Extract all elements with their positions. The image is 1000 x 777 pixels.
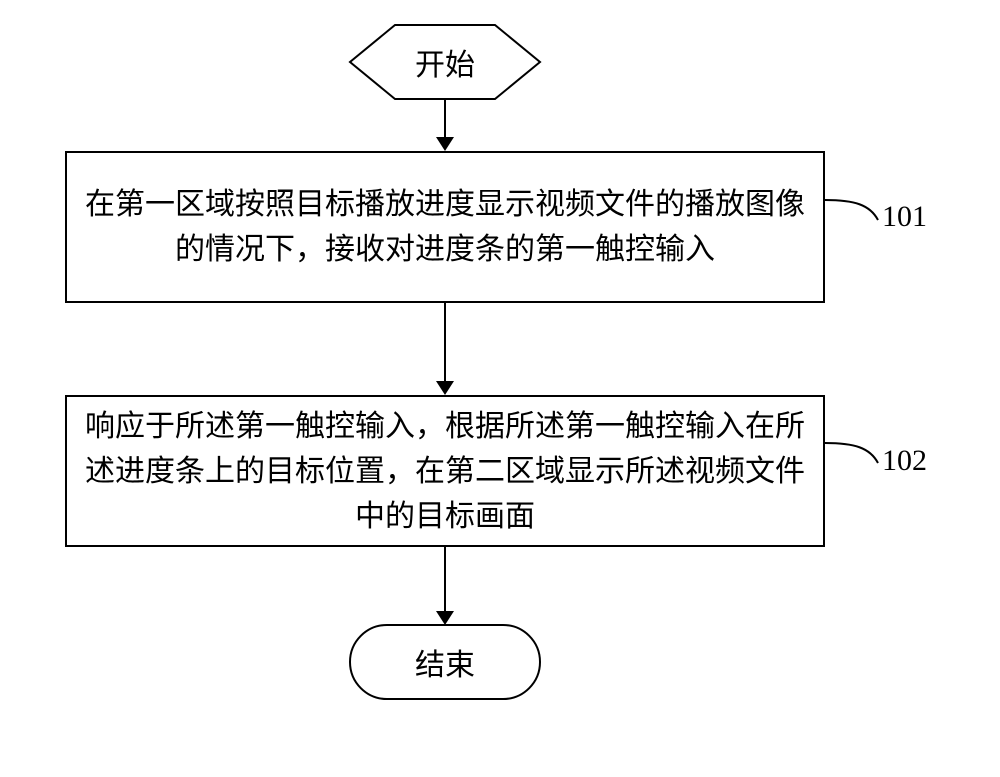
end-label-wrap: 结束 xyxy=(350,625,540,699)
start-label: 开始 xyxy=(415,40,475,84)
flowchart-canvas: 开始 在第一区域按照目标播放进度显示视频文件的播放图像的情况下，接收对进度条的第… xyxy=(0,0,1000,777)
step1-text: 在第一区域按照目标播放进度显示视频文件的播放图像的情况下，接收对进度条的第一触控… xyxy=(67,172,823,282)
step2-box: 响应于所述第一触控输入，根据所述第一触控输入在所述进度条上的目标位置，在第二区域… xyxy=(65,395,825,547)
callout-curve-2 xyxy=(825,443,878,463)
step1-box: 在第一区域按照目标播放进度显示视频文件的播放图像的情况下，接收对进度条的第一触控… xyxy=(65,151,825,303)
arrowhead-3 xyxy=(436,611,454,625)
callout-label-102: 102 xyxy=(882,444,927,478)
step2-text: 响应于所述第一触控输入，根据所述第一触控输入在所述进度条上的目标位置，在第二区域… xyxy=(67,394,823,549)
start-label-wrap: 开始 xyxy=(350,25,540,99)
callout-curve-1 xyxy=(825,200,878,220)
end-label: 结束 xyxy=(415,640,475,684)
callout-label-101: 101 xyxy=(882,200,927,234)
arrowhead-1 xyxy=(436,137,454,151)
